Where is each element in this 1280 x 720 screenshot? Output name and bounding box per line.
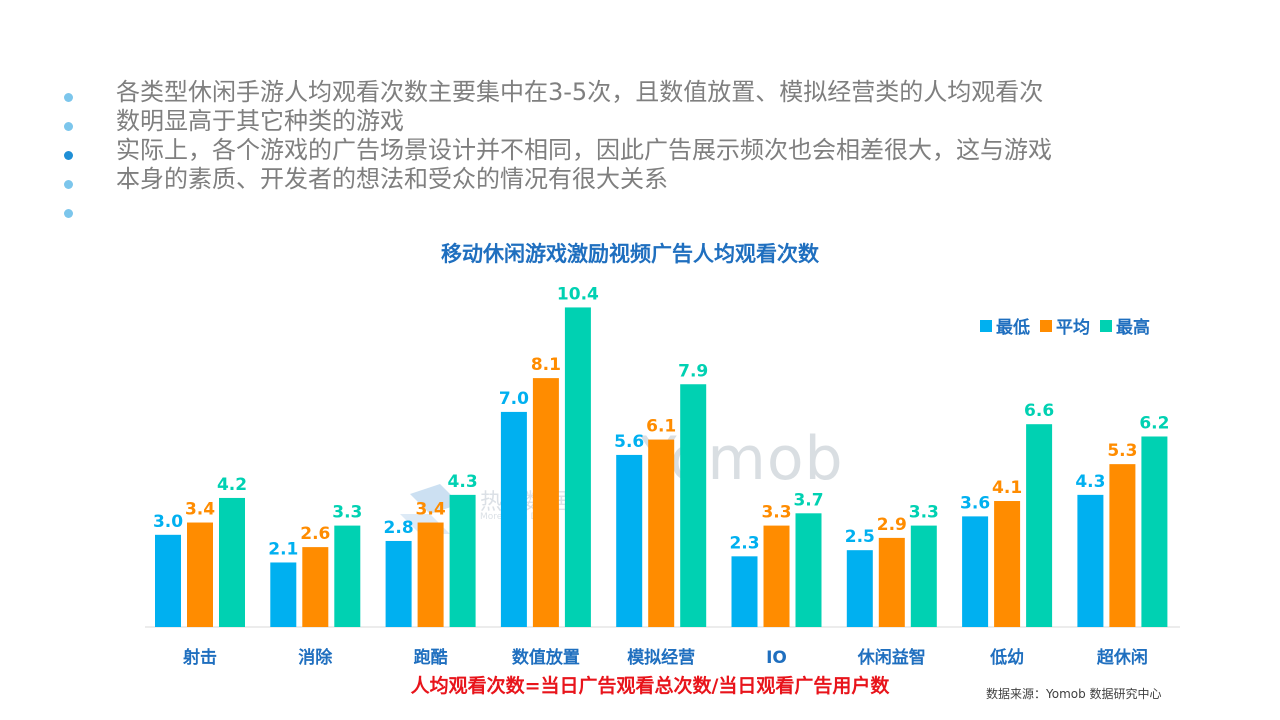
category-label: 休闲益智: [857, 647, 926, 668]
bullet-dot-icon: [64, 180, 73, 189]
bullet-item: 实际上，各个游戏的广告场景设计并不相同，因此广告展示频次也会相差很大，这与游戏: [60, 136, 1180, 165]
data-label: 3.4: [185, 500, 215, 520]
bar: [763, 525, 790, 627]
bar: [302, 547, 329, 627]
legend-swatch: [980, 319, 992, 332]
category-label: 低幼: [989, 647, 1024, 668]
data-label: 2.5: [845, 527, 875, 547]
bullet-item: 各类型休闲手游人均观看次数主要集中在3-5次，且数值放置、模拟经营类的人均观看次: [60, 78, 1180, 107]
formula-note: 人均观看次数=当日广告观看总次数/当日观看广告用户数: [410, 675, 890, 697]
bar: [219, 497, 245, 627]
legend-label: 平均: [1056, 318, 1090, 338]
bar: [187, 522, 213, 627]
legend-label: 最低: [996, 318, 1030, 338]
data-label: 5.6: [614, 432, 644, 452]
bar: [616, 454, 643, 627]
data-label: 2.8: [384, 518, 414, 538]
data-label: 2.9: [877, 515, 907, 535]
bullet-dot-icon: [64, 122, 73, 131]
bullet-text: 各类型休闲手游人均观看次数主要集中在3-5次，且数值放置、模拟经营类的人均观看次: [116, 78, 1044, 106]
bullet-item: 本身的素质、开发者的想法和受众的情况有很大关系: [60, 165, 1180, 194]
bullet-text: 本身的素质、开发者的想法和受众的情况有很大关系: [116, 165, 668, 193]
bar: [334, 525, 361, 627]
bar: [449, 494, 476, 627]
data-label: 7.9: [678, 361, 708, 381]
bar: [648, 439, 675, 627]
data-label: 3.6: [960, 493, 990, 513]
bar: [680, 384, 707, 627]
data-label: 3.3: [332, 503, 362, 523]
data-label: 3.0: [153, 512, 183, 532]
data-label: 10.4: [557, 284, 599, 304]
bar: [500, 411, 527, 627]
category-label: 消除: [298, 647, 333, 668]
data-label: 3.4: [416, 500, 446, 520]
bullet-dot-icon: [64, 209, 73, 218]
legend-item: 平均: [1040, 313, 1090, 338]
data-label: 3.3: [761, 503, 791, 523]
bar: [385, 540, 412, 627]
data-label: 5.3: [1107, 441, 1137, 461]
data-label: 2.3: [729, 533, 759, 553]
category-label: IO: [766, 648, 787, 668]
category-label: 数值放置: [512, 647, 580, 668]
legend-item: 最低: [980, 313, 1030, 338]
data-label: 2.6: [300, 524, 330, 544]
bar: [155, 534, 181, 627]
bar: [564, 307, 591, 627]
bullet-dot-icon: [64, 151, 73, 160]
bar: [1109, 464, 1136, 627]
category-label: 模拟经营: [627, 647, 695, 668]
source-note: 数据来源：Yomob 数据研究中心: [986, 687, 1162, 701]
bullet-text: 实际上，各个游戏的广告场景设计并不相同，因此广告展示频次也会相差很大，这与游戏: [116, 136, 1052, 164]
data-label: 3.7: [793, 490, 823, 510]
legend-swatch: [1100, 319, 1112, 332]
legend-swatch: [1040, 319, 1052, 332]
bar: [846, 550, 873, 627]
bullet-list: 各类型休闲手游人均观看次数主要集中在3-5次，且数值放置、模拟经营类的人均观看次…: [60, 78, 1180, 223]
bar: [795, 513, 822, 627]
bullet-dot-icon: [64, 93, 73, 102]
bar: [878, 537, 905, 627]
chart-legend: 最低 平均 最高: [980, 313, 1150, 338]
data-label: 6.2: [1139, 413, 1169, 433]
bar: [417, 522, 444, 627]
bullet-item: [60, 194, 1180, 223]
data-label: 4.1: [992, 478, 1022, 498]
bar: [1141, 436, 1168, 627]
bullet-item: 数明显高于其它种类的游戏: [60, 107, 1180, 136]
data-label: 6.1: [646, 417, 676, 437]
data-label: 6.6: [1024, 401, 1054, 421]
data-label: 7.0: [499, 389, 529, 409]
category-label: 跑酷: [414, 647, 448, 668]
category-label: 超休闲: [1097, 647, 1148, 668]
bar: [1077, 494, 1104, 627]
bar: [270, 562, 297, 627]
bar: [731, 556, 758, 627]
bar: [532, 378, 559, 627]
legend-item: 最高: [1100, 313, 1150, 338]
data-label: 8.1: [531, 355, 561, 375]
bar: [962, 516, 989, 627]
data-label: 3.3: [909, 503, 939, 523]
data-label: 4.2: [217, 475, 247, 495]
legend-label: 最高: [1116, 318, 1150, 338]
category-label: 射击: [182, 647, 217, 668]
bar: [1026, 424, 1053, 627]
bar: [994, 501, 1021, 627]
bar: [910, 525, 937, 627]
data-label: 4.3: [448, 472, 478, 492]
bullet-text: 数明显高于其它种类的游戏: [116, 107, 404, 135]
chart-title: 移动休闲游戏激励视频广告人均观看次数: [441, 242, 819, 266]
data-label: 4.3: [1075, 472, 1105, 492]
data-label: 2.1: [268, 539, 298, 559]
